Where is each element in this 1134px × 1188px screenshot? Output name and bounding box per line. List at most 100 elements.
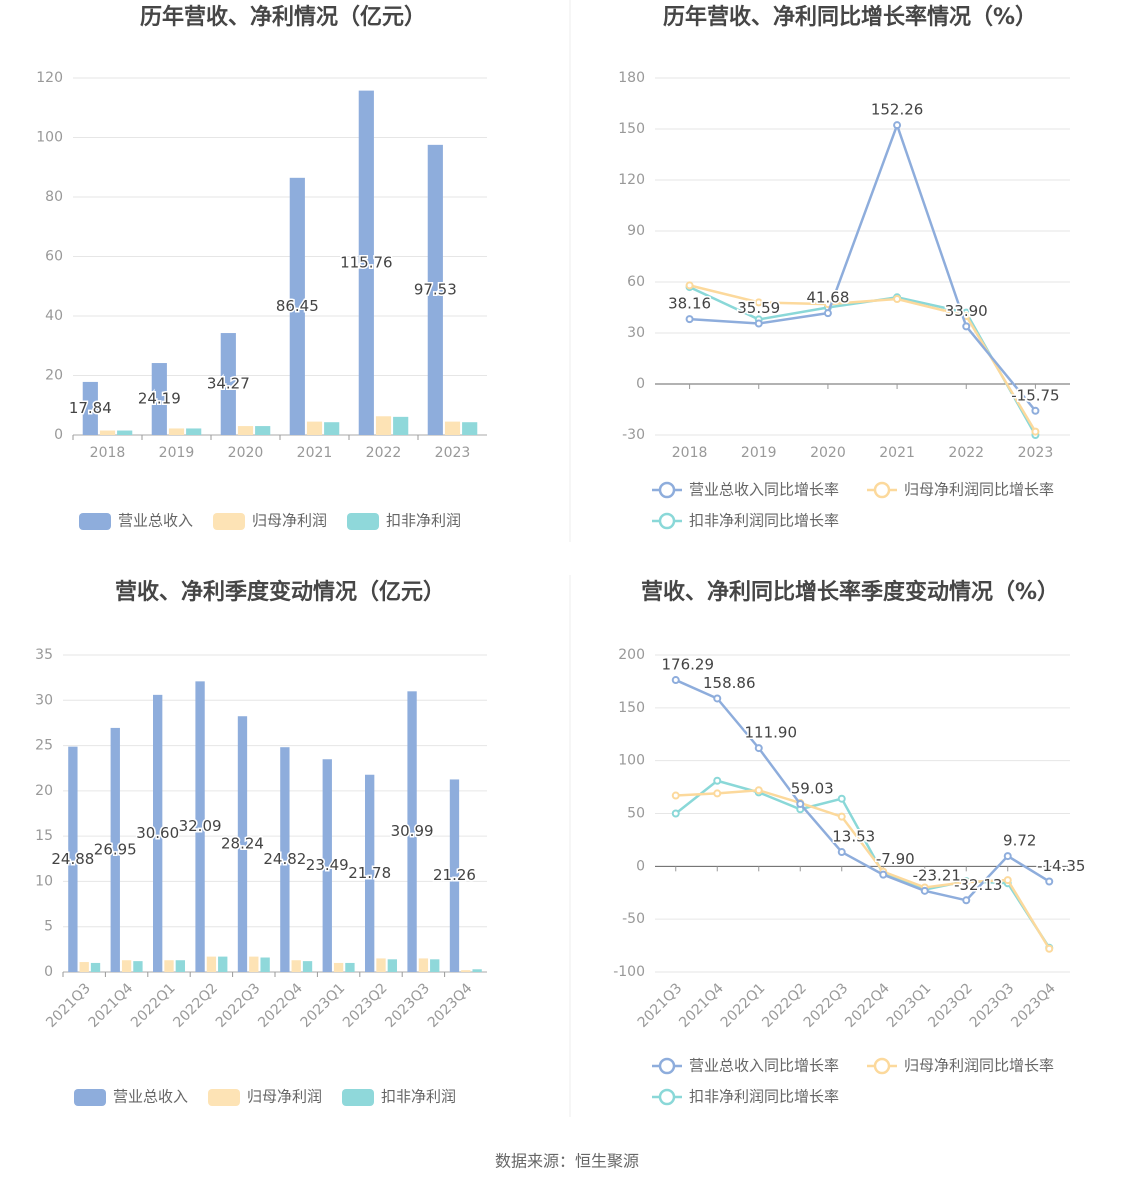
bar [407, 691, 417, 972]
x-tick-label: 2021Q4 [676, 980, 727, 1031]
bar [302, 961, 313, 972]
point [713, 776, 722, 785]
bar [387, 959, 397, 972]
legend-label: 归母净利润同比增长率 [904, 481, 1054, 499]
bar [164, 960, 174, 972]
legend-dot [658, 512, 676, 530]
point [754, 298, 763, 307]
y-tick-label: 40 [45, 308, 63, 324]
legend-swatch [74, 1089, 106, 1106]
y-tick-label: 15 [35, 828, 53, 844]
legend-label: 扣非净利润 [386, 512, 461, 530]
bar [99, 430, 116, 435]
y-tick-label: -30 [622, 427, 645, 443]
bar [110, 727, 120, 972]
line [675, 788, 1051, 950]
point [893, 121, 902, 130]
legend-swatch [213, 513, 245, 530]
x-tick-label: 2021Q3 [43, 980, 94, 1031]
data-label: 23.49 [306, 856, 349, 874]
legend-label: 扣非净利润同比增长率 [689, 512, 839, 530]
bar [462, 422, 478, 435]
y-tick-label: 30 [627, 325, 645, 341]
x-tick-label: 2023Q4 [1008, 980, 1059, 1031]
chart-title: 营收、净利季度变动情况（亿元） [115, 579, 445, 605]
bar [151, 363, 167, 435]
legend-label: 扣非净利润同比增长率 [689, 1088, 839, 1106]
y-tick-label: 0 [44, 964, 53, 980]
x-tick-label: 2023Q3 [382, 980, 433, 1031]
x-tick-label: 2023 [1018, 445, 1054, 461]
x-tick-label: 2022Q3 [801, 980, 852, 1031]
y-tick-label: 30 [35, 692, 53, 708]
bar [121, 960, 132, 972]
bar [449, 779, 460, 972]
y-tick-label: 120 [36, 70, 63, 86]
bar [376, 958, 386, 972]
y-tick-label: 180 [618, 70, 645, 86]
line [689, 284, 1037, 433]
point [1031, 406, 1040, 415]
y-tick-label: 0 [54, 427, 63, 443]
y-tick-label: -100 [613, 964, 645, 980]
point [837, 812, 846, 821]
line [675, 678, 1050, 902]
bar [168, 428, 185, 435]
x-tick-label: 2021 [297, 445, 333, 461]
data-label: 13.53 [832, 828, 875, 846]
point [1003, 852, 1012, 861]
legend-swatch [347, 513, 379, 530]
bar [206, 956, 217, 972]
x-tick-label: 2023Q4 [425, 980, 476, 1031]
y-tick-label: 100 [618, 753, 645, 769]
data-label: -7.90 [876, 850, 915, 868]
x-tick-label: 2023Q2 [340, 980, 391, 1031]
x-tick-label: 2019 [741, 445, 777, 461]
data-label: 152.26 [871, 101, 924, 119]
legend-label: 营业总收入同比增长率 [689, 481, 839, 499]
bar [117, 430, 133, 435]
data-label: 24.19 [138, 390, 181, 408]
x-tick-label: 2020 [810, 445, 846, 461]
bar [90, 962, 101, 972]
x-tick-label: 2022Q2 [170, 980, 221, 1031]
x-tick-label: 2023Q3 [967, 980, 1018, 1031]
legend-label: 扣非净利润 [381, 1088, 456, 1106]
bar [306, 421, 323, 435]
bar [260, 957, 270, 972]
data-label: -15.75 [1011, 386, 1059, 404]
legend-dot [658, 481, 676, 499]
bar [365, 774, 375, 972]
y-tick-label: 90 [627, 223, 645, 239]
y-tick-label: 20 [45, 368, 63, 384]
y-tick-label: 0 [636, 376, 645, 392]
y-tick-label: 0 [636, 858, 645, 874]
data-label: 30.99 [391, 822, 434, 840]
bar [345, 962, 355, 972]
x-tick-label: 2022Q1 [718, 980, 769, 1031]
point [879, 870, 888, 879]
y-tick-label: 20 [35, 783, 53, 799]
point [1045, 877, 1054, 886]
bar [418, 958, 429, 972]
data-label: -23.21 [913, 866, 961, 884]
y-tick-label: 60 [45, 249, 63, 265]
data-label: 24.88 [51, 850, 94, 868]
y-tick-label: -50 [622, 911, 645, 927]
legend-label: 归母净利润同比增长率 [904, 1057, 1054, 1075]
y-tick-label: 150 [618, 700, 645, 716]
data-label: 21.26 [433, 866, 476, 884]
y-tick-label: 80 [45, 189, 63, 205]
bar [175, 960, 185, 972]
legend-dot [658, 1088, 676, 1106]
x-tick-label: 2021Q3 [635, 980, 686, 1031]
chart-title: 历年营收、净利情况（亿元） [140, 4, 426, 30]
legend-label: 营业总收入 [113, 1088, 188, 1106]
y-tick-label: 100 [36, 130, 63, 146]
data-label: 41.68 [806, 289, 849, 307]
y-tick-label: 50 [627, 806, 645, 822]
legend-label: 归母净利润 [252, 512, 327, 530]
x-tick-label: 2022 [366, 445, 402, 461]
bar [324, 422, 340, 435]
